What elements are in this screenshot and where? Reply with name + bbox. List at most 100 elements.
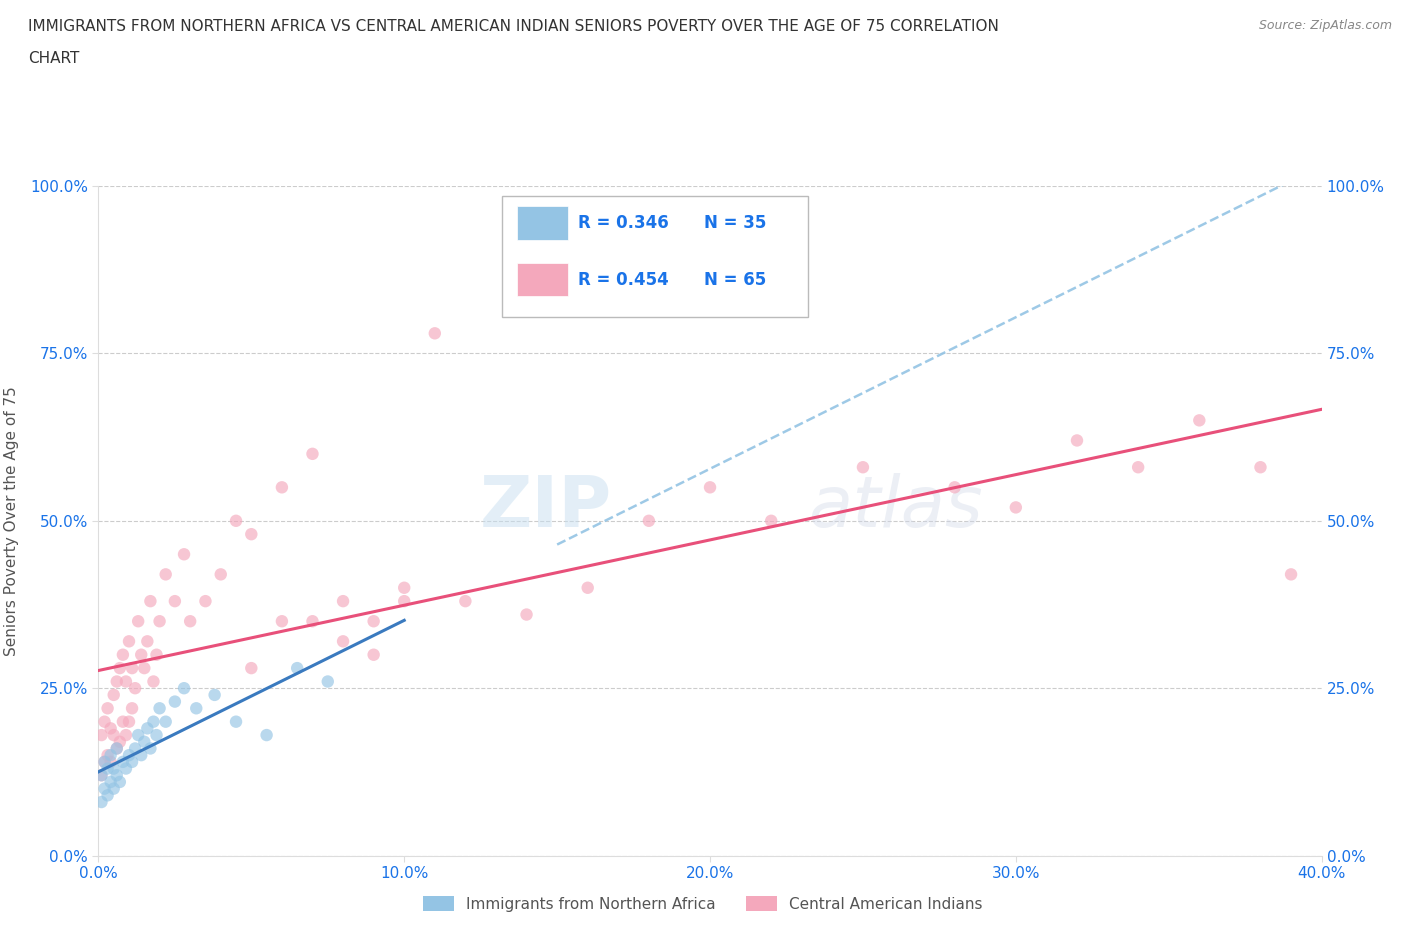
Point (139, 593, 162, 608)
Text: R = 0.346: R = 0.346 (578, 214, 669, 232)
Point (127, 727, 149, 742)
Point (93, 781, 115, 796)
Point (100, 754, 122, 769)
Point (142, 714, 165, 729)
Point (270, 480, 292, 495)
Text: CHART: CHART (28, 51, 80, 66)
Point (108, 660, 131, 675)
Point (121, 754, 143, 769)
Point (103, 727, 125, 742)
Point (97, 701, 120, 716)
Point (423, 326, 446, 340)
Legend: Immigrants from Northern Africa, Central American Indians: Immigrants from Northern Africa, Central… (418, 889, 988, 918)
FancyBboxPatch shape (517, 263, 568, 297)
Point (103, 687, 125, 702)
Point (105, 674, 128, 689)
Point (1004, 500, 1026, 515)
Point (155, 567, 177, 582)
Point (363, 614, 385, 629)
Point (111, 714, 134, 729)
Point (225, 513, 247, 528)
Point (332, 634, 354, 649)
Point (136, 721, 159, 736)
Text: ZIP: ZIP (479, 473, 612, 542)
Point (127, 614, 149, 629)
Text: IMMIGRANTS FROM NORTHERN AFRICA VS CENTRAL AMERICAN INDIAN SENIORS POVERTY OVER : IMMIGRANTS FROM NORTHERN AFRICA VS CENTR… (28, 19, 1000, 33)
FancyBboxPatch shape (502, 196, 808, 316)
Point (105, 741, 128, 756)
Point (97, 748, 120, 763)
Point (100, 775, 122, 790)
Point (149, 701, 172, 716)
Point (1279, 567, 1302, 582)
Point (240, 660, 263, 675)
Point (121, 701, 143, 716)
Point (1249, 459, 1271, 474)
Point (115, 674, 138, 689)
Point (118, 634, 141, 649)
Point (301, 614, 323, 629)
Point (93, 714, 115, 729)
Point (90, 794, 112, 809)
Point (316, 674, 339, 689)
Point (93, 754, 115, 769)
Point (637, 513, 661, 528)
Point (100, 748, 122, 763)
Point (115, 761, 138, 776)
Point (134, 660, 156, 675)
Point (270, 614, 292, 629)
Point (97, 761, 120, 776)
Point (173, 681, 195, 696)
Point (111, 754, 134, 769)
Point (129, 647, 152, 662)
Point (1066, 433, 1088, 448)
Text: N = 35: N = 35 (704, 214, 766, 232)
Point (108, 735, 131, 750)
Point (139, 741, 162, 756)
Y-axis label: Seniors Poverty Over the Age of 75: Seniors Poverty Over the Age of 75 (4, 386, 18, 656)
Point (134, 735, 156, 750)
Point (118, 748, 141, 763)
Point (108, 775, 131, 790)
Point (118, 714, 141, 729)
Point (759, 513, 782, 528)
Point (179, 614, 201, 629)
Text: Source: ZipAtlas.com: Source: ZipAtlas.com (1258, 19, 1392, 32)
Point (332, 593, 354, 608)
Point (124, 681, 146, 696)
Point (699, 480, 721, 495)
Point (145, 647, 167, 662)
Point (852, 459, 875, 474)
Point (90, 768, 112, 783)
Text: N = 65: N = 65 (704, 271, 766, 288)
FancyBboxPatch shape (517, 206, 568, 240)
Point (163, 694, 186, 709)
Point (301, 446, 323, 461)
Point (142, 674, 165, 689)
Point (111, 647, 134, 662)
Point (363, 647, 385, 662)
Point (943, 480, 966, 495)
Point (93, 754, 115, 769)
Point (516, 607, 538, 622)
Point (392, 580, 416, 595)
Point (103, 781, 125, 796)
Point (100, 721, 122, 736)
Point (392, 593, 416, 608)
Text: R = 0.454: R = 0.454 (578, 271, 669, 288)
Point (155, 714, 177, 729)
Point (136, 634, 159, 649)
Point (204, 687, 226, 702)
Point (1188, 413, 1211, 428)
Point (90, 768, 112, 783)
Point (194, 593, 217, 608)
Point (225, 714, 247, 729)
Point (105, 768, 128, 783)
Point (285, 660, 308, 675)
Point (240, 526, 263, 541)
Point (129, 748, 152, 763)
Point (105, 741, 128, 756)
Point (454, 593, 477, 608)
Point (149, 614, 172, 629)
Point (97, 788, 120, 803)
